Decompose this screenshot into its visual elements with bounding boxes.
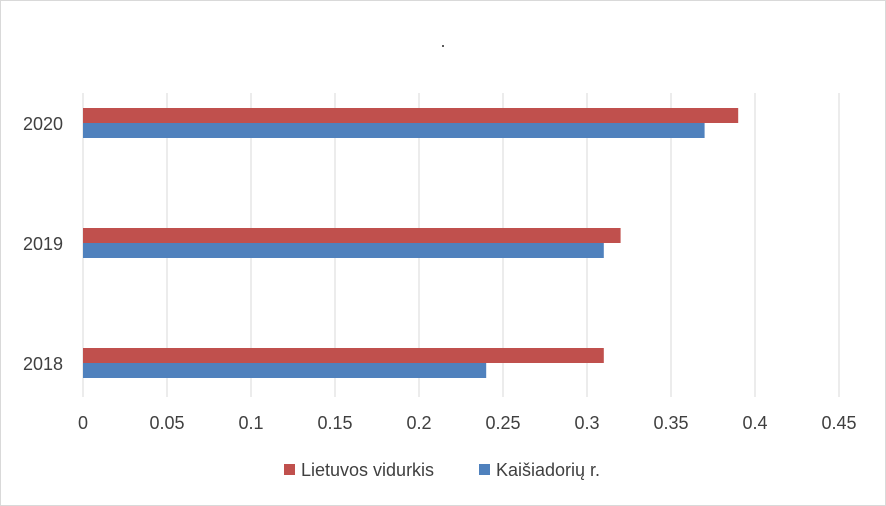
- bar-lietuvos-2020: [83, 108, 739, 123]
- x-tick-label: 0.05: [149, 413, 184, 433]
- x-tick-label: 0.35: [653, 413, 688, 433]
- chart-title: .: [440, 31, 446, 51]
- bar-lietuvos-2019: [83, 228, 621, 243]
- legend-swatch: [479, 464, 490, 475]
- bar-lietuvos-2018: [83, 348, 604, 363]
- legend-label: Lietuvos vidurkis: [301, 460, 434, 480]
- x-tick-label: 0.45: [821, 413, 856, 433]
- x-tick-label: 0: [78, 413, 88, 433]
- legend: Lietuvos vidurkis Kaišiadorių r.: [284, 460, 600, 480]
- bar-kaisiadoriu-2018: [83, 363, 487, 378]
- x-tick-label: 0.25: [485, 413, 520, 433]
- category-label: 2019: [23, 234, 63, 254]
- bar-kaisiadoriu-2020: [83, 123, 705, 138]
- bar-kaisiadoriu-2019: [83, 243, 604, 258]
- x-tick-label: 0.15: [317, 413, 352, 433]
- category-labels: 2018 2019 2020: [23, 114, 63, 374]
- x-tick-label: 0.3: [574, 413, 599, 433]
- category-label: 2020: [23, 114, 63, 134]
- x-tick-labels: 0 0.05 0.1 0.15 0.2 0.25 0.3 0.35 0.4 0.45: [78, 413, 857, 433]
- x-tick-label: 0.4: [742, 413, 767, 433]
- x-tick-label: 0.2: [406, 413, 431, 433]
- legend-swatch: [284, 464, 295, 475]
- bars: [83, 108, 739, 378]
- gridlines: [82, 93, 840, 397]
- x-tick-label: 0.1: [238, 413, 263, 433]
- category-label: 2018: [23, 354, 63, 374]
- legend-label: Kaišiadorių r.: [496, 460, 600, 480]
